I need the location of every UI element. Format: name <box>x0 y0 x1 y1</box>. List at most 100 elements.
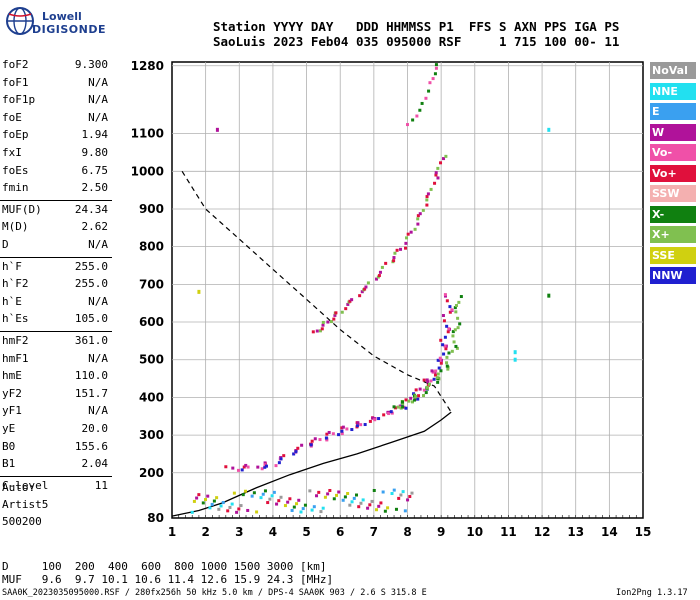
sporadic-e-point <box>394 507 398 511</box>
param-name: hmE <box>2 369 22 383</box>
param-name: yE <box>2 422 16 435</box>
o-trace-point <box>294 450 298 454</box>
param-value: N/A <box>88 75 108 89</box>
second-hop-point <box>444 154 448 158</box>
second-hop-point <box>404 241 408 245</box>
o-trace-point <box>448 305 452 309</box>
param-value: 2.62 <box>81 220 109 234</box>
sporadic-e-point <box>317 490 321 494</box>
sporadic-e-point <box>228 505 232 509</box>
o-trace-point <box>389 410 393 414</box>
o-trace-point <box>445 299 449 303</box>
sporadic-e-point <box>263 489 267 493</box>
third-hop-point <box>415 114 419 118</box>
sporadic-e-point <box>399 493 403 497</box>
second-hop-point <box>436 176 440 180</box>
second-hop-point <box>436 166 440 170</box>
x-trace-point <box>392 405 396 409</box>
param-value: 24.34 <box>74 202 108 216</box>
o-trace-point <box>240 468 244 472</box>
param-name: h`F2 <box>2 277 29 291</box>
second-hop-point <box>346 302 350 306</box>
sporadic-e-point <box>321 506 325 510</box>
o-trace-point <box>438 356 442 360</box>
x-trace-point <box>425 385 429 389</box>
o-trace-point <box>443 335 447 339</box>
sporadic-e-point <box>406 498 410 502</box>
o-trace-point <box>425 378 429 382</box>
sporadic-e-point <box>197 493 201 497</box>
param-value: N/A <box>88 351 108 365</box>
second-hop-point <box>413 227 417 231</box>
param-name: MUF(D) <box>2 202 42 216</box>
sporadic-e-point <box>359 501 363 505</box>
sporadic-e-point <box>201 501 205 505</box>
second-hop-point <box>318 329 322 333</box>
o-trace-point <box>404 398 408 402</box>
x-trace-point <box>401 402 405 406</box>
x-trace-point <box>424 391 428 395</box>
o-trace-point <box>300 443 304 447</box>
param-value: 20.0 <box>81 422 109 435</box>
x-tick-label: 5 <box>302 525 310 539</box>
second-hop-point <box>416 214 420 218</box>
sporadic-e-point <box>255 510 259 514</box>
x-trace-point <box>452 340 456 344</box>
sporadic-e-point <box>310 508 314 512</box>
sporadic-e-point <box>232 491 236 495</box>
sporadic-e-point <box>215 496 219 500</box>
sporadic-e-point <box>301 507 305 511</box>
param-separator <box>0 199 112 201</box>
sporadic-e-point <box>259 496 263 500</box>
legend-item: Vo- <box>650 144 696 161</box>
sporadic-e-point <box>315 494 319 498</box>
x-tick-label: 10 <box>466 525 483 539</box>
param-name: hmF1 <box>2 351 29 365</box>
o-trace-point <box>387 412 391 416</box>
second-hop-point <box>320 327 324 331</box>
o-trace-point <box>438 358 442 362</box>
sporadic-e-point <box>390 492 394 496</box>
x-trace-point <box>422 394 426 398</box>
x-trace-point <box>453 328 457 332</box>
x-trace-point <box>454 344 458 348</box>
param-row: h`E N/A <box>2 295 108 312</box>
second-hop-point <box>380 265 384 269</box>
second-hop-point <box>425 203 429 207</box>
sporadic-e-point <box>277 499 281 503</box>
y-tick-label: 200 <box>139 466 164 480</box>
o-trace-point <box>309 443 313 447</box>
param-value: N/A <box>88 110 108 124</box>
param-value: N/A <box>88 404 108 418</box>
sporadic-e-point <box>195 496 199 500</box>
o-trace-point <box>350 428 354 432</box>
auto-program: Artist5 <box>2 498 49 511</box>
o-trace-point <box>277 461 281 465</box>
sporadic-e-point <box>350 500 354 504</box>
o-trace-point <box>371 416 375 420</box>
sporadic-e-point <box>275 502 279 506</box>
second-hop-point <box>332 317 336 321</box>
second-hop-point <box>393 251 397 255</box>
param-row: MUF(D) 24.34 <box>2 203 108 220</box>
param-name: C-level <box>2 478 49 492</box>
sporadic-e-point <box>192 499 196 503</box>
second-hop-point <box>425 198 429 202</box>
globe-icon <box>6 7 34 35</box>
legend-item: X+ <box>650 226 696 243</box>
footer-version: Ion2Png 1.3.17 <box>616 588 688 598</box>
param-row: foF1 N/A <box>2 76 108 93</box>
sporadic-e-point <box>335 493 339 497</box>
param-row: foE N/A <box>2 111 108 128</box>
o-trace-point <box>324 436 328 440</box>
o-trace-point <box>246 465 250 469</box>
x-trace-point <box>451 334 455 338</box>
o-trace-point <box>409 396 413 400</box>
sporadic-e-point <box>206 494 210 498</box>
sporadic-e-point <box>239 504 243 508</box>
x-tick-label: 14 <box>601 525 618 539</box>
o-trace-point <box>279 457 283 461</box>
param-name: M(D) <box>2 220 29 234</box>
second-hop-point <box>358 294 362 298</box>
sporadic-e-point <box>392 488 396 492</box>
